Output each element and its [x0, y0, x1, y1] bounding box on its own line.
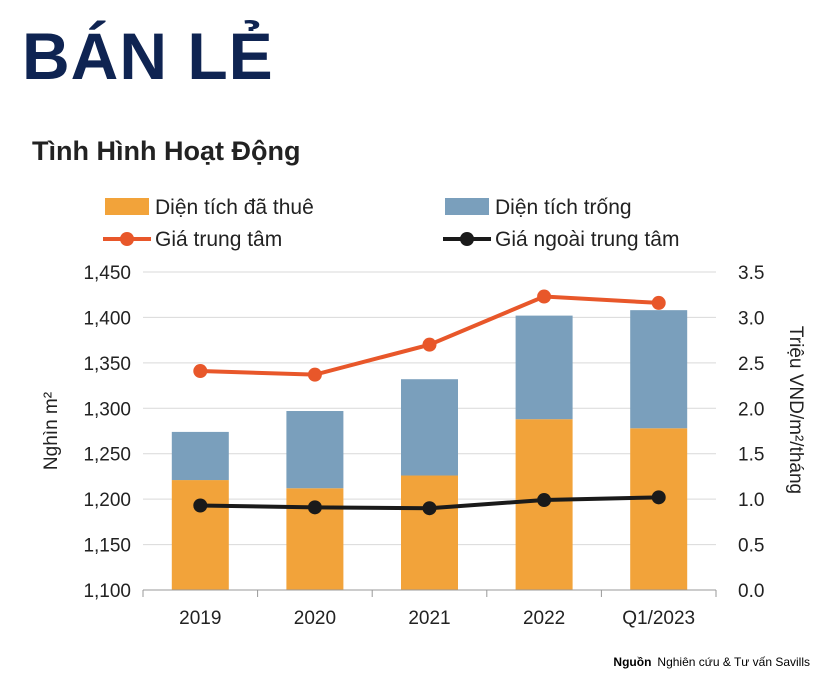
legend-swatch-vacant: [445, 198, 489, 215]
y2-tick-label: 2.5: [738, 354, 764, 375]
bar-vacant: [401, 379, 458, 476]
point-outside-price: [307, 500, 322, 515]
source-label: Nguồn: [613, 655, 652, 669]
y-axis-label: Nghìn m²: [41, 392, 62, 470]
legend-marker: [460, 232, 474, 246]
chart-title: Tình Hình Hoạt Động: [32, 136, 301, 166]
x-tick-label: Q1/2023: [622, 608, 695, 629]
point-outside-price: [193, 498, 208, 513]
bar-occupied: [171, 480, 229, 590]
y-tick-label: 1,350: [83, 354, 131, 375]
legend-label: Giá trung tâm: [155, 228, 282, 251]
y2-axis-label: Triệu VND/m²/tháng: [785, 326, 806, 494]
legend-swatch-occupied: [105, 198, 149, 215]
y-tick-label: 1,100: [83, 581, 131, 602]
point-center-price: [307, 367, 322, 382]
point-outside-price: [537, 493, 552, 508]
y2-tick-label: 1.0: [738, 490, 764, 511]
bar-vacant: [515, 315, 573, 420]
page-title: BÁN LẺ: [22, 19, 274, 93]
legend-label: Giá ngoài trung tâm: [495, 228, 679, 251]
legend-label: Diện tích đã thuê: [155, 196, 314, 219]
bar-vacant: [630, 310, 688, 429]
bar-occupied: [630, 428, 688, 590]
y-tick-label: 1,300: [83, 399, 131, 420]
point-center-price: [651, 295, 666, 310]
y2-tick-label: 3.0: [738, 308, 764, 329]
y2-tick-label: 3.5: [738, 263, 764, 284]
y2-tick-label: 1.5: [738, 445, 764, 466]
bar-vacant: [171, 431, 229, 481]
point-center-price: [422, 337, 437, 352]
y2-tick-label: 0.0: [738, 581, 764, 602]
source-text: Nghiên cứu & Tư vấn Savills: [657, 655, 810, 669]
point-outside-price: [651, 490, 666, 505]
y2-tick-label: 0.5: [738, 536, 764, 557]
point-outside-price: [422, 501, 437, 516]
point-center-price: [537, 289, 552, 304]
x-tick-label: 2019: [179, 608, 221, 629]
x-tick-label: 2022: [523, 608, 565, 629]
bar-occupied: [401, 475, 458, 590]
legend-marker: [120, 232, 134, 246]
x-tick-label: 2020: [294, 608, 336, 629]
x-tick-label: 2021: [408, 608, 450, 629]
y-tick-label: 1,200: [83, 490, 131, 511]
y2-tick-label: 2.0: [738, 399, 764, 420]
y-tick-label: 1,450: [83, 263, 131, 284]
source-note: Nguồn Nghiên cứu & Tư vấn Savills: [613, 655, 810, 669]
y-tick-label: 1,150: [83, 536, 131, 557]
point-center-price: [193, 364, 208, 379]
y-tick-label: 1,400: [83, 308, 131, 329]
legend-label: Diện tích trống: [495, 196, 632, 219]
y-tick-label: 1,250: [83, 445, 131, 466]
bar-vacant: [286, 411, 344, 489]
